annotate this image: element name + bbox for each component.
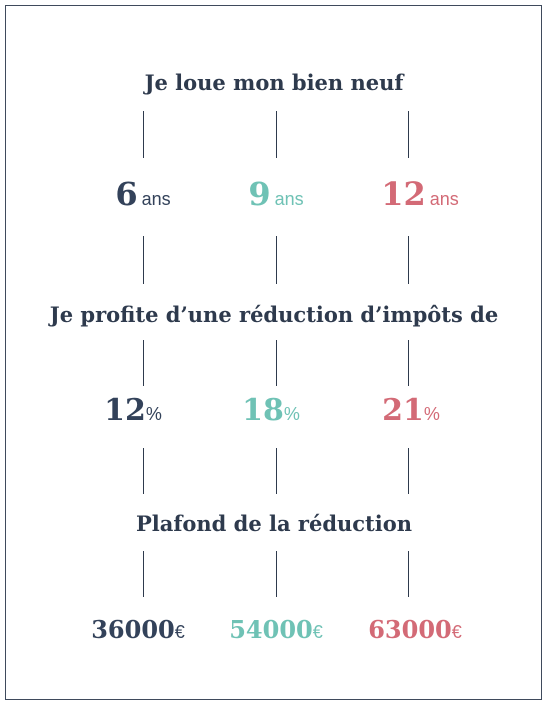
duration-unit: ans bbox=[429, 189, 459, 209]
reduction-unit: % bbox=[283, 404, 300, 424]
duration-unit: ans bbox=[274, 189, 304, 209]
reduction-value: 21 bbox=[382, 393, 424, 428]
reduction-21-percent: 21% bbox=[331, 393, 491, 428]
heading-ceiling: Plafond de la réduction bbox=[135, 511, 413, 536]
duration-value: 6 bbox=[115, 175, 138, 213]
connector-line bbox=[276, 236, 277, 284]
connector-line bbox=[276, 448, 277, 494]
ceiling-63000-euros: 63000€ bbox=[335, 615, 495, 644]
reduction-12-percent: 12% bbox=[53, 393, 213, 428]
connector-line bbox=[143, 448, 144, 494]
ceiling-value: 36000 bbox=[91, 615, 175, 644]
ceiling-54000-euros: 54000€ bbox=[196, 615, 356, 644]
duration-unit: ans bbox=[141, 189, 171, 209]
heading-tax-reduction: Je profite d’une réduction d’impôts de bbox=[49, 302, 499, 327]
connector-line bbox=[143, 340, 144, 386]
connector-line bbox=[408, 236, 409, 284]
reduction-value: 12 bbox=[104, 393, 146, 428]
connector-line bbox=[408, 340, 409, 386]
connector-line bbox=[143, 236, 144, 284]
reduction-18-percent: 18% bbox=[191, 393, 351, 428]
ceiling-36000-euros: 36000€ bbox=[58, 615, 218, 644]
connector-line bbox=[408, 111, 409, 158]
reduction-unit: % bbox=[145, 404, 162, 424]
duration-value: 9 bbox=[248, 175, 271, 213]
connector-line bbox=[143, 551, 144, 597]
heading-rental: Je loue mon bien neuf bbox=[144, 70, 404, 95]
connector-line bbox=[276, 340, 277, 386]
duration-value: 12 bbox=[381, 175, 426, 213]
ceiling-unit: € bbox=[174, 622, 185, 642]
connector-line bbox=[276, 551, 277, 597]
ceiling-unit: € bbox=[312, 622, 323, 642]
reduction-unit: % bbox=[423, 404, 440, 424]
ceiling-value: 54000 bbox=[229, 615, 313, 644]
info-card bbox=[5, 5, 542, 700]
connector-line bbox=[408, 448, 409, 494]
ceiling-value: 63000 bbox=[368, 615, 452, 644]
connector-line bbox=[408, 551, 409, 597]
connector-line bbox=[276, 111, 277, 158]
reduction-value: 18 bbox=[242, 393, 284, 428]
duration-6-years: 6 ans bbox=[63, 175, 223, 213]
connector-line bbox=[143, 111, 144, 158]
duration-9-years: 9 ans bbox=[196, 175, 356, 213]
duration-12-years: 12 ans bbox=[340, 175, 500, 213]
ceiling-unit: € bbox=[451, 622, 462, 642]
